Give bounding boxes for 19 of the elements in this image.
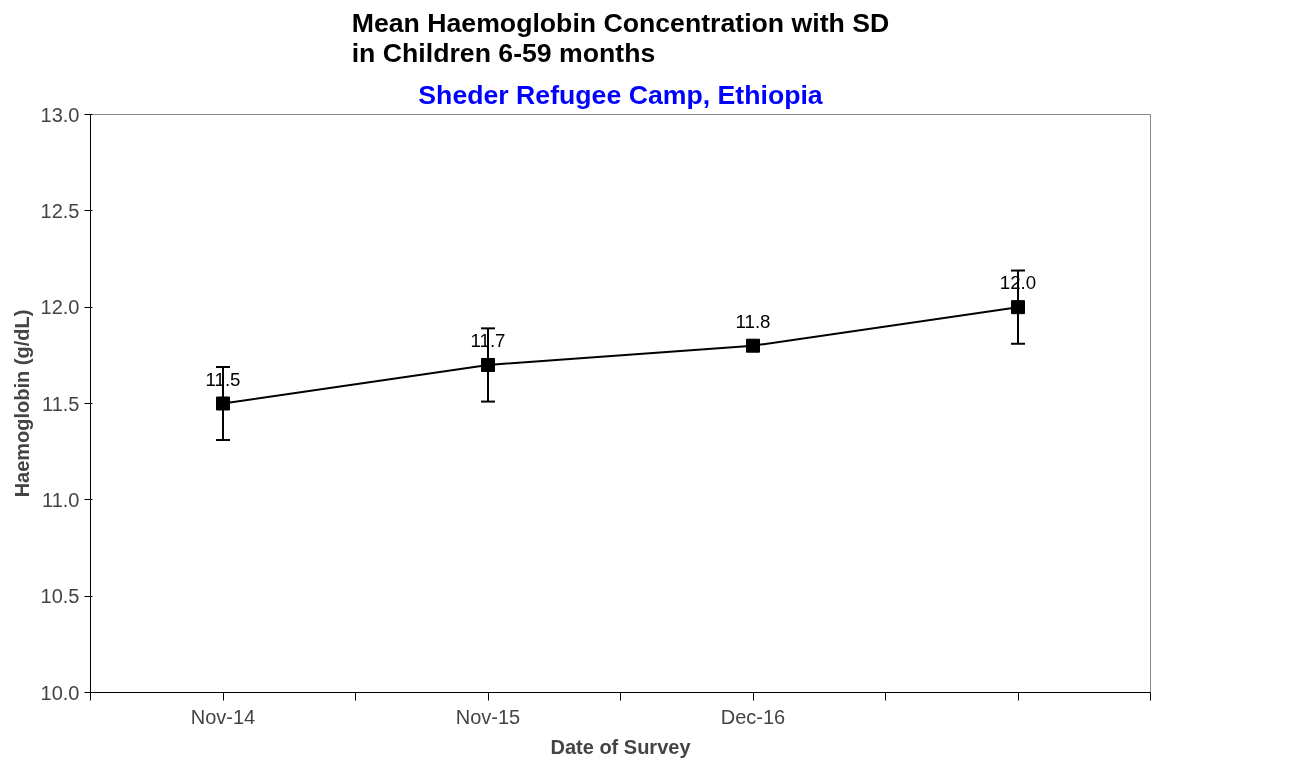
- point: [1011, 300, 1025, 315]
- point: [481, 357, 495, 372]
- x-tick-label: Dec-16: [720, 705, 786, 728]
- text: 11.8: [735, 310, 771, 332]
- x-tick-label: Nov-14: [190, 705, 256, 728]
- chart-title: Mean Haemoglobin Concentration with SD in Children 6-59 months: [351, 7, 890, 68]
- point: [746, 338, 760, 353]
- chart-subtitle: Sheder Refugee Camp, Ethiopia: [418, 79, 823, 110]
- x-axis-title: Date of Survey: [550, 735, 692, 758]
- y-tick-label: 13.0: [40, 103, 80, 126]
- y-axis-title: Haemoglobin (g/dL): [10, 309, 33, 498]
- y-tick-label: 12.0: [40, 296, 80, 319]
- y-tick-label: 11.0: [42, 488, 80, 511]
- y-tick-label: 10.0: [40, 681, 80, 704]
- point: [216, 396, 230, 411]
- y-tick-label: 12.5: [40, 199, 80, 222]
- x-tick-label: Nov-15: [455, 705, 521, 728]
- y-tick-label: 11.5: [42, 392, 80, 415]
- y-tick-label: 10.5: [40, 585, 80, 608]
